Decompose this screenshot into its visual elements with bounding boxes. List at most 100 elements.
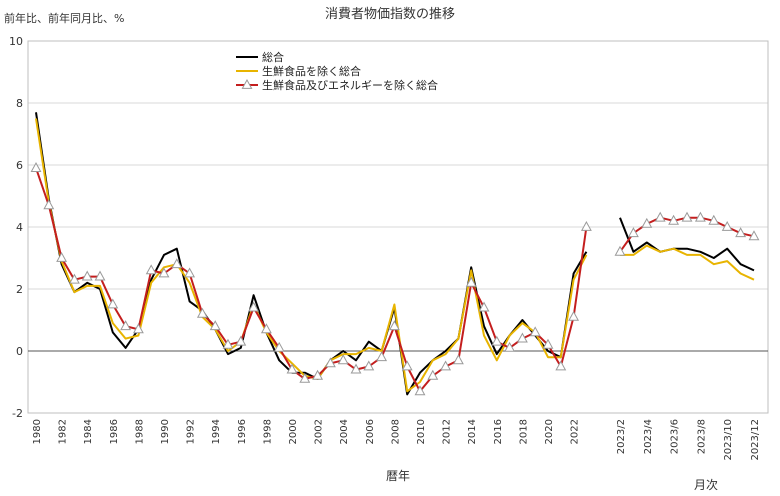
x-tick-label: 2023/2 xyxy=(616,419,627,454)
monthly-marker-series-3 xyxy=(735,227,747,238)
monthly-marker-series-3 xyxy=(721,220,733,231)
annual-marker-series-3 xyxy=(542,338,554,349)
annual-marker-series-3 xyxy=(465,276,477,287)
monthly-line-series-2 xyxy=(620,244,755,281)
monthly-marker-series-3 xyxy=(681,211,693,222)
annual-marker-series-3 xyxy=(555,360,567,371)
annual-marker-series-3 xyxy=(222,338,234,349)
annual-marker-series-3 xyxy=(196,307,208,318)
annual-marker-series-3 xyxy=(529,326,541,337)
annual-marker-series-3 xyxy=(68,273,80,284)
annual-marker-series-3 xyxy=(440,360,452,371)
y-tick-label: -2 xyxy=(12,407,23,420)
annual-marker-series-3 xyxy=(248,301,260,312)
annual-marker-series-3 xyxy=(376,351,388,362)
annual-marker-series-3 xyxy=(427,369,439,380)
x-tick-label: 1998 xyxy=(262,419,273,444)
annual-marker-series-3 xyxy=(299,372,311,383)
y-tick-label: 6 xyxy=(16,159,23,172)
x-tick-label: 1988 xyxy=(134,419,145,444)
annual-marker-series-3 xyxy=(350,363,362,374)
annual-marker-series-3 xyxy=(491,335,503,346)
x-tick-label: 1994 xyxy=(211,419,222,444)
x-tick-label: 2006 xyxy=(365,419,376,444)
y-tick-label: 8 xyxy=(16,97,23,110)
annual-marker-series-3 xyxy=(43,199,55,210)
legend-label: 生鮮食品及びエネルギーを除く総合 xyxy=(262,78,438,92)
x-tick-label: 1984 xyxy=(83,419,94,444)
x-tick-label: 2020 xyxy=(544,419,555,444)
monthly-marker-series-3 xyxy=(641,217,653,228)
x-tick-label: 2023/10 xyxy=(723,419,734,461)
monthly-marker-series-3 xyxy=(708,214,720,225)
x-tick-label: 1996 xyxy=(237,419,248,444)
monthly-line-series-1 xyxy=(619,217,755,272)
monthly-marker-series-3 xyxy=(614,245,626,256)
legend-label: 生鮮食品を除く総合 xyxy=(262,64,361,78)
x-tick-label: 1990 xyxy=(160,419,171,444)
monthly-marker-series-3 xyxy=(654,211,666,222)
series-layer xyxy=(30,112,760,396)
annual-marker-series-3 xyxy=(81,270,93,281)
legend-marker xyxy=(241,78,253,89)
annual-marker-series-3 xyxy=(286,363,298,374)
x-axis-label-annual: 暦年 xyxy=(386,469,410,483)
x-tick-label: 1992 xyxy=(186,419,197,444)
annual-marker-series-3 xyxy=(107,298,119,309)
monthly-marker-series-3 xyxy=(668,214,680,225)
plot-border xyxy=(27,40,769,414)
x-tick-label: 2002 xyxy=(314,419,325,444)
annual-marker-series-3 xyxy=(568,310,580,321)
annual-marker-series-3 xyxy=(30,162,42,172)
annual-marker-series-3 xyxy=(94,270,106,281)
x-tick-label: 2000 xyxy=(288,419,299,444)
x-tick-label: 2022 xyxy=(570,419,581,444)
annual-marker-series-3 xyxy=(337,354,349,365)
x-tick-label: 2023/8 xyxy=(696,419,707,454)
annual-marker-series-3 xyxy=(171,258,183,269)
y-tick-label: 0 xyxy=(16,345,23,358)
annual-marker-series-3 xyxy=(145,264,157,275)
annual-marker-series-3 xyxy=(260,323,272,334)
annual-marker-series-3 xyxy=(363,360,375,371)
x-tick-label: 2016 xyxy=(493,419,504,444)
annual-marker-series-3 xyxy=(452,354,464,365)
annual-marker-series-3 xyxy=(516,332,528,343)
annual-marker-series-3 xyxy=(158,267,170,278)
annual-marker-series-3 xyxy=(478,301,490,312)
annual-marker-series-3 xyxy=(580,220,592,231)
annual-marker-series-3 xyxy=(273,341,285,352)
x-tick-label: 2023/6 xyxy=(670,419,681,454)
x-tick-label: 1982 xyxy=(58,419,69,444)
chart-title: 消費者物価指数の推移 xyxy=(325,7,455,22)
annual-marker-series-3 xyxy=(324,357,336,368)
annual-line-series-3 xyxy=(35,167,588,393)
annual-marker-series-3 xyxy=(184,267,196,278)
axes: -2 0 2 4 6 8 10 1980 1982 1984 1986 1988 1990 1992 199… xyxy=(9,35,769,461)
x-tick-label: 2023/4 xyxy=(643,419,654,454)
monthly-marker-series-3 xyxy=(748,230,760,241)
annual-marker-series-3 xyxy=(504,341,516,352)
y-axis-label: 前年比、前年同月比、% xyxy=(4,11,124,25)
annual-marker-series-3 xyxy=(401,360,413,371)
annual-marker-series-3 xyxy=(56,251,68,262)
x-tick-label: 2023/12 xyxy=(750,419,761,461)
legend-label: 総合 xyxy=(262,50,284,64)
annual-marker-series-3 xyxy=(235,335,247,346)
x-tick-label: 2008 xyxy=(390,419,401,444)
y-tick-label: 4 xyxy=(16,221,23,234)
monthly-marker-series-3 xyxy=(694,211,706,222)
annual-marker-series-3 xyxy=(132,323,144,334)
annual-marker-series-3 xyxy=(414,385,426,396)
annual-marker-series-3 xyxy=(312,369,324,380)
annual-marker-series-3 xyxy=(209,320,221,331)
y-tick-label: 10 xyxy=(9,35,23,48)
annual-marker-series-3 xyxy=(388,320,400,331)
x-tick-label: 1986 xyxy=(109,419,120,444)
annual-line-series-1 xyxy=(35,112,588,396)
x-tick-label: 2018 xyxy=(518,419,529,444)
x-tick-label: 1980 xyxy=(32,419,43,444)
annual-marker-series-3 xyxy=(120,320,132,331)
x-axis-label-monthly: 月次 xyxy=(694,478,718,492)
